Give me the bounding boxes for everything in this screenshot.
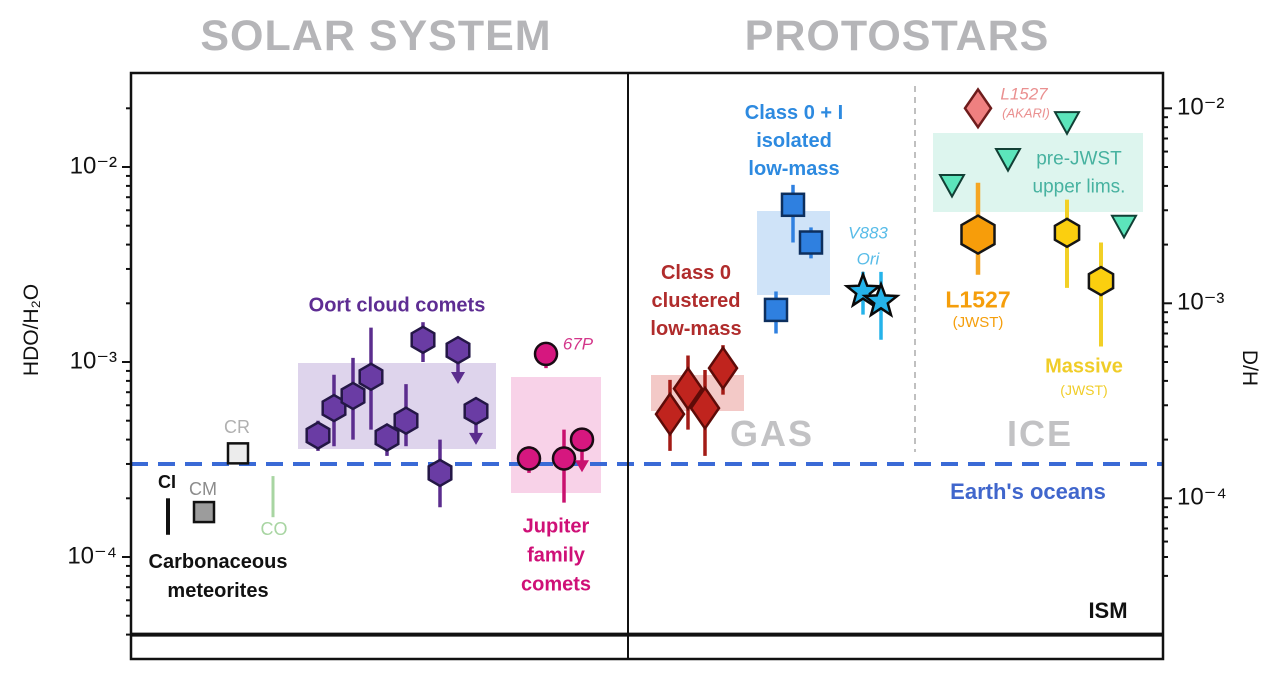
data-point-jupiter-family-comets xyxy=(569,427,595,452)
y-tick-label-left: 10⁻³ xyxy=(69,347,117,375)
y-tick-label-right: 10⁻³ xyxy=(1177,288,1225,316)
upper-limit-arrowhead xyxy=(469,432,483,445)
data-point-jupiter-family-comets xyxy=(533,341,559,367)
data-point-class0-clustered-low-mass xyxy=(707,345,739,391)
data-point-class0-clustered-low-mass xyxy=(672,366,704,412)
data-point-class0-1-isolated-low-mass xyxy=(780,192,806,218)
data-point-v883-ori xyxy=(861,280,901,318)
data-point-pre-jwst-upper-limits xyxy=(994,148,1022,173)
carbonaceous-label: Carbonaceous meteorites xyxy=(148,551,288,602)
y-axis-label-left: HDO/H₂O xyxy=(20,283,43,377)
series-pre-jwst-upper-limits xyxy=(938,111,1138,240)
box-pre-jwst-range xyxy=(933,133,1143,212)
data-point-cm-meteorite xyxy=(192,500,216,524)
massive-jwst-sublabel: (JWST) xyxy=(1060,381,1108,398)
cm-label: CM xyxy=(189,478,217,499)
data-point-jupiter-family-comets xyxy=(551,446,577,471)
protostars-title: PROTOSTARS xyxy=(744,12,1050,60)
y-tick-label-left: 10⁻⁴ xyxy=(67,542,117,570)
series-class0-clustered-low-mass xyxy=(654,345,739,456)
data-point-oort-cloud-comets xyxy=(358,362,384,392)
class0-clustered-label: Class 0 clustered low-mass xyxy=(650,262,742,340)
y-tick-label-right: 10⁻⁴ xyxy=(1177,483,1227,511)
data-point-class0-clustered-low-mass xyxy=(689,385,721,431)
y-axis-label-right: D/H xyxy=(1238,349,1261,387)
data-point-l1527-akari xyxy=(963,87,993,130)
data-point-cr-meteorite xyxy=(226,442,250,465)
pre-jwst-label: pre-JWST upper lims. xyxy=(1032,148,1126,197)
ism-label: ISM xyxy=(1088,598,1128,624)
data-point-v883-ori xyxy=(843,270,883,309)
series-v883-ori xyxy=(843,270,901,340)
67p-label: 67P xyxy=(562,334,594,354)
data-point-pre-jwst-upper-limits xyxy=(938,173,966,199)
data-point-oort-cloud-comets xyxy=(463,396,489,426)
upper-limit-arrowhead xyxy=(575,460,589,473)
data-point-l1527-jwst xyxy=(960,214,996,256)
data-point-oort-cloud-comets xyxy=(305,421,331,450)
data-point-class0-clustered-low-mass xyxy=(654,391,686,437)
data-point-oort-cloud-comets xyxy=(410,325,436,355)
y-tick-label-right: 10⁻² xyxy=(1177,93,1225,121)
upper-limit-arrowhead xyxy=(451,371,465,384)
series-oort-cloud-comets xyxy=(305,322,489,508)
data-point-jupiter-family-comets xyxy=(516,446,542,471)
earths-oceans-label: Earth's oceans xyxy=(950,479,1106,505)
l1527-akari-sublabel: (AKARI) xyxy=(1002,105,1050,121)
cr-label: CR xyxy=(224,416,250,437)
series-class0-1-isolated-low-mass xyxy=(763,184,824,334)
gas-label: GAS xyxy=(729,412,815,454)
data-point-oort-cloud-comets xyxy=(340,381,366,411)
data-point-pre-jwst-upper-limits xyxy=(1053,111,1081,136)
series-l1527-akari xyxy=(963,87,993,130)
co-label: CO xyxy=(260,518,288,539)
l1527-akari-label: L1527 xyxy=(1000,84,1048,104)
data-point-oort-cloud-comets xyxy=(445,335,471,365)
data-point-massive-jwst xyxy=(1053,217,1081,249)
ci-label: CI xyxy=(158,471,176,492)
data-point-oort-cloud-comets xyxy=(374,423,400,452)
oort-cloud-label: Oort cloud comets xyxy=(308,294,486,317)
ice-label: ICE xyxy=(1006,412,1074,454)
series-cr-meteorite xyxy=(226,442,250,465)
data-point-class0-1-isolated-low-mass xyxy=(798,230,824,255)
data-point-pre-jwst-upper-limits xyxy=(1110,214,1138,240)
series-massive-jwst xyxy=(1053,199,1115,347)
jupiter-family-label: Jupiter family comets xyxy=(520,515,592,596)
plot-frame xyxy=(129,71,1165,661)
series-jupiter-family-comets xyxy=(516,341,595,503)
y-tick-label-left: 10⁻² xyxy=(69,152,117,180)
data-point-oort-cloud-comets xyxy=(427,458,453,488)
solar-system-title: SOLAR SYSTEM xyxy=(200,12,552,60)
massive-jwst-label: Massive xyxy=(1045,355,1123,378)
data-point-oort-cloud-comets xyxy=(393,406,419,436)
v883-ori-label: V883 Ori xyxy=(848,223,888,269)
series-cm-meteorite xyxy=(192,500,216,524)
l1527-jwst-label: L1527 xyxy=(945,286,1011,313)
isolated-label: Class 0 + I isolated low-mass xyxy=(744,102,844,180)
data-point-massive-jwst xyxy=(1087,265,1115,297)
data-point-class0-1-isolated-low-mass xyxy=(763,297,789,323)
series-l1527-jwst xyxy=(960,182,996,275)
l1527-jwst-sublabel: (JWST) xyxy=(952,314,1004,332)
